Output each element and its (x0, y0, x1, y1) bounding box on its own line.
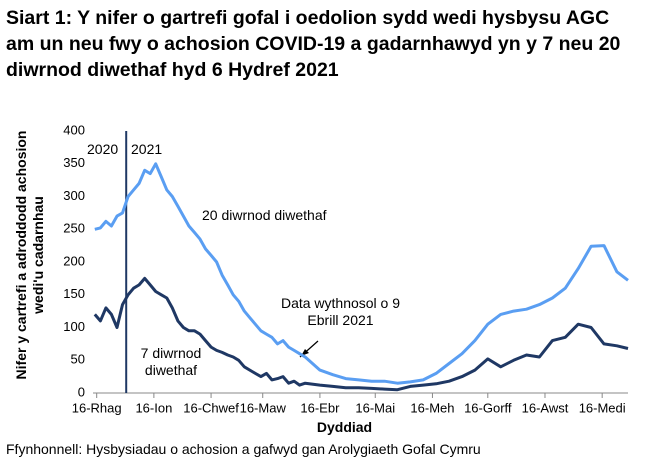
y-axis-label: Nifer y cartrefi a adroddodd achosion we… (13, 130, 46, 380)
series-line (93, 276, 629, 392)
x-tick-label: 16-Awst (522, 400, 569, 415)
series-line (94, 162, 629, 385)
y-tick-label: 350 (63, 155, 85, 170)
x-tick-label: 16-Ebr (300, 400, 340, 415)
y-tick-label: 300 (63, 188, 85, 203)
x-tick-label: 16-Ion (135, 400, 172, 415)
y-tick-label: 400 (63, 122, 85, 137)
x-tick-label: 16-Chwef (183, 400, 239, 415)
x-tick-label: 16-Meh (410, 400, 454, 415)
y-tick-label: 50 (71, 352, 85, 367)
y-tick-label: 250 (63, 221, 85, 236)
x-axis-label: Dyddiad (316, 419, 373, 435)
source: Ffynhonnell: Hysbysiadau o achosion a ga… (6, 441, 481, 457)
x-tick-label: 16-Maw (240, 400, 287, 415)
chart-title: Siart 1: Y nifer o gartrefi gofal i oedo… (6, 7, 621, 81)
x-tick-label: 16-Medi (579, 400, 626, 415)
x-tick-label: 16-Rhag (72, 400, 122, 415)
y-tick-label: 150 (63, 286, 85, 301)
year-label: 2020 (87, 141, 119, 157)
series-label: 7 diwrnod diwethaf (140, 345, 202, 378)
series-label: 20 diwrnod diwethaf (202, 207, 327, 223)
x-tick-label: 16-Gorff (464, 400, 512, 415)
y-tick-label: 0 (78, 384, 85, 399)
weekly-note: Data wythnosol o 9 Ebrill 2021 (280, 295, 401, 328)
y-tick-label: 100 (63, 319, 85, 334)
year-label: 2021 (131, 141, 163, 157)
x-tick-label: 16-Mai (355, 400, 395, 415)
y-tick-label: 200 (63, 253, 85, 268)
